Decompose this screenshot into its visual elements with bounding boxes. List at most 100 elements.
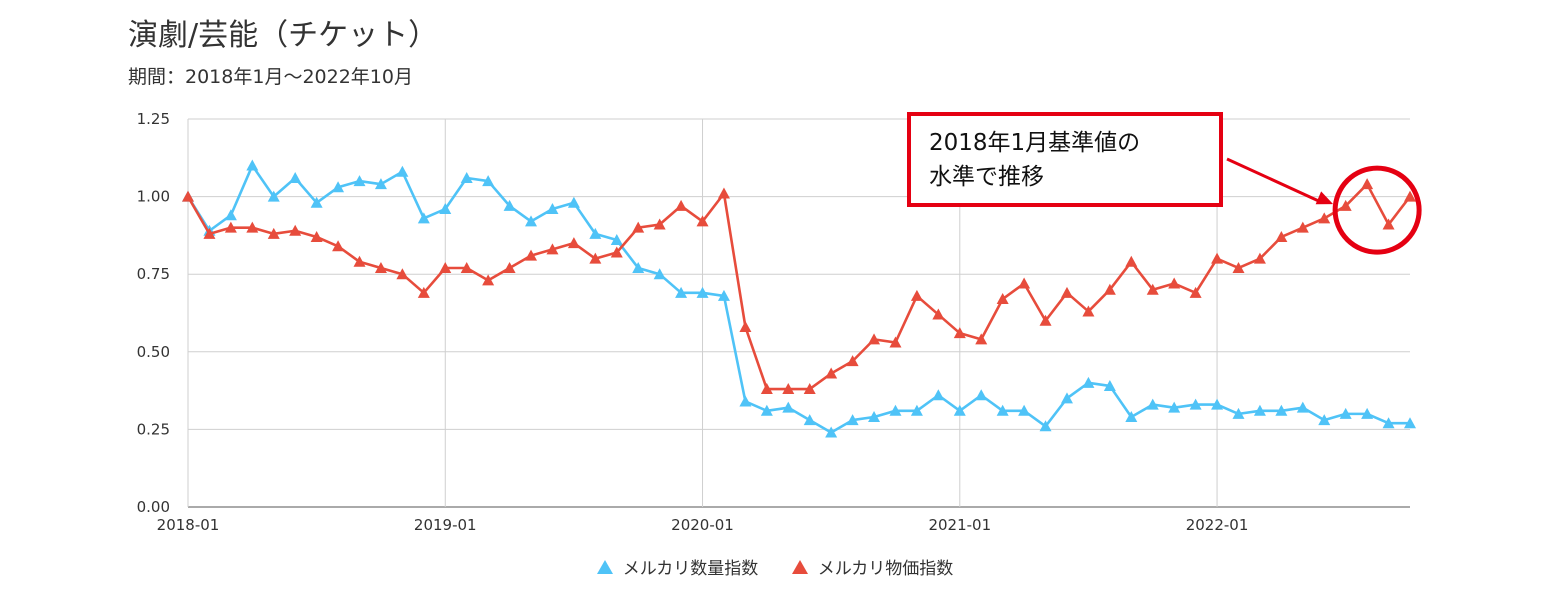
legend: メルカリ数量指数 メルカリ物価指数 — [0, 554, 1550, 579]
data-point-marker — [224, 221, 237, 233]
x-tick-label: 2018-01 — [157, 516, 220, 534]
data-point-marker — [1082, 376, 1095, 388]
data-point-marker — [396, 268, 409, 280]
y-tick-label: 0.25 — [137, 420, 170, 438]
data-point-marker — [503, 261, 516, 273]
y-tick-label: 0.75 — [137, 265, 170, 283]
legend-item-price[interactable]: メルカリ物価指数 — [791, 554, 953, 579]
data-point-marker — [910, 404, 923, 416]
data-point-marker — [1232, 261, 1245, 273]
data-point-marker — [610, 246, 623, 258]
data-point-marker — [482, 274, 495, 286]
data-point-marker — [482, 175, 495, 187]
data-point-marker — [846, 355, 859, 367]
data-point-marker — [825, 426, 838, 438]
data-point-marker — [567, 237, 580, 249]
data-point-marker — [439, 261, 452, 273]
data-point-marker — [567, 196, 580, 208]
data-point-marker — [1082, 305, 1095, 317]
data-point-marker — [546, 243, 559, 255]
data-point-marker — [1318, 414, 1331, 426]
data-point-marker — [1253, 252, 1266, 264]
data-point-marker — [825, 367, 838, 379]
data-point-marker — [717, 289, 730, 301]
annotation-box: 2018年1月基準値の 水準で推移 — [907, 112, 1223, 207]
data-point-marker — [1404, 190, 1416, 202]
data-point-marker — [782, 383, 795, 395]
series-line-0 — [186, 164, 1410, 434]
data-point-marker — [846, 414, 859, 426]
data-point-marker — [310, 196, 323, 208]
data-point-marker — [1103, 379, 1116, 391]
data-point-marker — [289, 171, 302, 183]
data-point-marker — [289, 224, 302, 236]
data-point-marker — [1253, 404, 1266, 416]
data-point-marker — [460, 261, 473, 273]
data-point-marker — [1018, 404, 1031, 416]
legend-item-quantity[interactable]: メルカリ数量指数 — [596, 554, 759, 579]
series-line-1 — [186, 182, 1412, 391]
x-tick-label: 2022-01 — [1186, 516, 1249, 534]
triangle-icon — [791, 559, 808, 574]
data-point-marker — [739, 320, 752, 332]
data-point-marker — [1125, 410, 1138, 422]
highlight-circle — [1332, 165, 1422, 255]
data-point-marker — [910, 289, 923, 301]
data-point-marker — [696, 286, 709, 298]
data-point-marker — [953, 327, 966, 339]
data-point-marker — [1039, 420, 1052, 432]
data-point-marker — [374, 261, 387, 273]
data-point-marker — [760, 383, 773, 395]
data-point-marker — [1146, 283, 1159, 295]
data-point-marker — [374, 178, 387, 190]
data-point-marker — [975, 333, 988, 345]
data-point-marker — [525, 215, 538, 227]
data-point-marker — [675, 286, 688, 298]
data-point-marker — [1189, 398, 1202, 410]
legend-label-quantity: メルカリ数量指数 — [622, 559, 759, 579]
data-point-marker — [1275, 230, 1288, 242]
data-point-marker — [525, 249, 538, 261]
data-point-marker — [803, 414, 816, 426]
data-point-marker — [1339, 199, 1352, 211]
data-point-marker — [717, 187, 730, 199]
data-point-marker — [610, 234, 623, 246]
data-point-marker — [267, 227, 280, 239]
data-point-marker — [1103, 283, 1116, 295]
data-point-marker — [1146, 398, 1159, 410]
chart-title: 演劇/芸能（チケット） — [128, 18, 439, 53]
triangle-icon — [596, 559, 613, 574]
annotation-line-2: 水準で推移 — [929, 164, 1044, 190]
data-point-marker — [1211, 252, 1224, 264]
data-point-marker — [1168, 277, 1181, 289]
data-point-marker — [696, 215, 709, 227]
data-point-marker — [1018, 277, 1031, 289]
data-point-marker — [889, 336, 902, 348]
data-point-marker — [417, 286, 430, 298]
data-point-marker — [1296, 221, 1309, 233]
chart-subtitle: 期間：2018年1月～2022年10月 — [128, 66, 413, 88]
data-point-marker — [396, 165, 409, 177]
data-point-marker — [653, 268, 666, 280]
data-point-marker — [546, 203, 559, 215]
data-point-marker — [1339, 407, 1352, 419]
data-point-marker — [996, 404, 1009, 416]
data-point-marker — [932, 389, 945, 401]
data-point-marker — [246, 159, 259, 171]
data-point-marker — [1361, 407, 1374, 419]
data-point-marker — [1232, 407, 1245, 419]
data-point-marker — [996, 293, 1009, 305]
data-point-marker — [1361, 178, 1374, 190]
data-point-marker — [868, 410, 881, 422]
data-point-marker — [182, 190, 194, 202]
y-tick-label: 1.00 — [137, 188, 170, 206]
data-point-marker — [632, 261, 645, 273]
annotation-arrow-line — [1226, 157, 1322, 204]
data-point-marker — [1382, 417, 1395, 429]
x-tick-label: 2019-01 — [414, 516, 477, 534]
data-point-marker — [460, 171, 473, 183]
data-point-marker — [1039, 314, 1052, 326]
data-point-marker — [353, 255, 366, 267]
data-point-marker — [310, 230, 323, 242]
